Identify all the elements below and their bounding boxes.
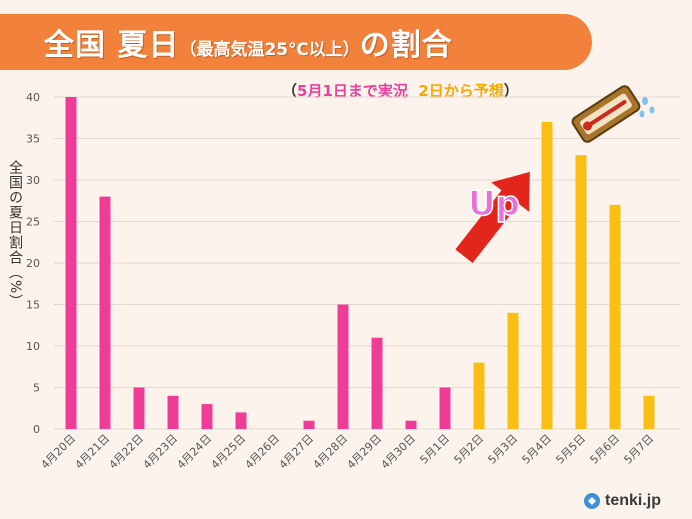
brand-logo: tenki.jp: [583, 492, 661, 510]
bars: [65, 97, 655, 430]
bar-observed: [201, 404, 213, 429]
subtitle-open-paren: （: [282, 82, 298, 100]
bar-observed: [303, 420, 315, 429]
x-tick-label: 5月3日: [485, 432, 520, 467]
y-tick-label: 30: [26, 174, 40, 187]
y-tick-label: 40: [26, 91, 40, 104]
bar-observed: [371, 337, 383, 429]
y-tick-label: 0: [33, 423, 40, 436]
x-tick-label: 5月7日: [621, 432, 656, 467]
subtitle-forecast: 2日から予想: [418, 82, 504, 100]
x-tick-label: 4月23日: [141, 432, 181, 472]
y-tick-label: 15: [26, 299, 40, 312]
bar-forecast: [609, 204, 621, 429]
up-arrow-text: Up: [468, 184, 520, 224]
x-tick-labels: 4月20日4月21日4月22日4月23日4月24日4月25日4月26日4月27日…: [39, 432, 657, 472]
y-tick-label: 25: [26, 216, 40, 229]
x-tick-label: 5月5日: [553, 432, 588, 467]
x-tick-label: 4月28日: [311, 432, 351, 472]
up-arrow-annotation: [455, 171, 530, 263]
subtitle-close-paren: ）: [503, 82, 519, 100]
x-tick-label: 4月26日: [243, 432, 283, 472]
sweat-drops-icon: [639, 97, 655, 118]
bar-observed: [405, 420, 417, 429]
bar-observed: [167, 395, 179, 429]
x-tick-label: 4月30日: [379, 432, 419, 472]
x-tick-label: 4月20日: [39, 432, 79, 472]
bar-observed: [439, 387, 451, 429]
bar-forecast: [541, 121, 553, 430]
title-tail: の割合: [359, 28, 453, 63]
y-tick-label: 35: [26, 133, 40, 146]
x-tick-label: 4月27日: [277, 432, 317, 472]
bar-observed: [337, 304, 349, 429]
bar-observed: [65, 97, 77, 429]
chart-subtitle: （5月1日まで実況 2日から予想）: [282, 80, 519, 101]
y-tick-label: 20: [26, 257, 40, 270]
y-tick-label: 5: [33, 382, 40, 395]
x-tick-label: 4月24日: [175, 432, 215, 472]
x-tick-label: 5月4日: [519, 432, 554, 467]
y-tick-labels: 0 5 10 15 20 25 30 35 40: [26, 91, 40, 436]
tenki-logo-icon: [584, 493, 600, 509]
bar-forecast: [507, 312, 519, 429]
bar-observed: [235, 412, 247, 429]
bar-forecast: [643, 395, 655, 429]
y-tick-label: 10: [26, 340, 40, 353]
title-condition: （最高気温25℃以上）: [179, 40, 360, 60]
title-main: 全国 夏日: [44, 28, 180, 63]
x-tick-label: 5月1日: [417, 432, 452, 467]
bar-observed: [133, 387, 145, 429]
x-tick-label: 5月2日: [451, 432, 486, 467]
x-tick-label: 4月21日: [73, 432, 113, 472]
up-arrow-icon: [455, 171, 530, 263]
thermometer-icon: [571, 85, 641, 143]
bar-observed: [99, 196, 111, 429]
x-tick-label: 5月6日: [587, 432, 622, 467]
bar-forecast: [575, 155, 587, 429]
chart-title: 全国 夏日（最高気温25℃以上）の割合: [44, 20, 453, 64]
y-axis-label: 全国の夏日割合（%）: [7, 160, 23, 310]
x-tick-label: 4月25日: [209, 432, 249, 472]
x-tick-label: 4月22日: [107, 432, 147, 472]
subtitle-observed: 5月1日まで実況: [297, 82, 408, 100]
bar-forecast: [473, 362, 485, 429]
title-banner: 全国 夏日（最高気温25℃以上）の割合: [0, 14, 592, 70]
logo-text: tenki.jp: [605, 492, 662, 509]
x-tick-label: 4月29日: [345, 432, 385, 472]
